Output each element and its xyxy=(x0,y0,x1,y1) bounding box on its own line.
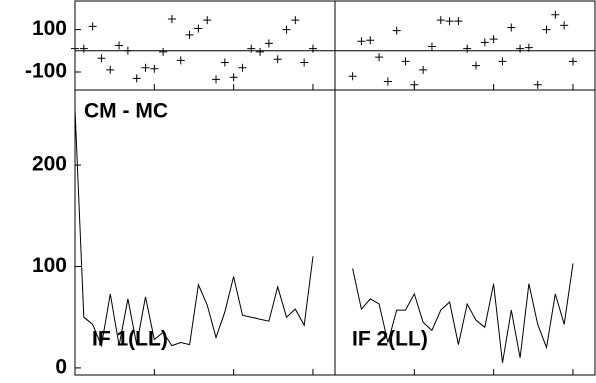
residual-point xyxy=(229,73,238,82)
data-line xyxy=(74,109,314,348)
panel-label: IF 1(LL) xyxy=(92,328,168,351)
residual-point xyxy=(410,80,419,89)
y-tick-label: 200 xyxy=(32,153,67,176)
residual-point xyxy=(392,26,401,35)
residual-point xyxy=(264,39,273,48)
residual-point xyxy=(238,63,247,72)
residual-point xyxy=(480,38,489,47)
residual-point xyxy=(542,25,551,34)
residual-point xyxy=(533,80,542,89)
residual-point xyxy=(247,44,256,53)
residual-point xyxy=(375,53,384,62)
residual-point xyxy=(366,36,375,45)
residual-point xyxy=(357,37,366,46)
y-tick-label: 0 xyxy=(55,355,67,378)
residual-point xyxy=(560,21,569,30)
residual-point xyxy=(516,44,525,53)
residual-point xyxy=(282,25,291,34)
residual-point xyxy=(176,56,185,65)
residual-point xyxy=(212,75,221,84)
residual-point xyxy=(141,63,150,72)
residual-point xyxy=(454,17,463,26)
residual-point xyxy=(88,22,97,31)
residual-point xyxy=(291,16,300,25)
residual-point xyxy=(220,58,229,67)
residual-point xyxy=(383,77,392,86)
residual-point xyxy=(308,44,317,53)
data-line xyxy=(352,263,574,363)
residual-point xyxy=(256,47,265,56)
residual-point xyxy=(159,47,168,56)
panel-label: IF 2(LL) xyxy=(352,328,428,351)
residual-point xyxy=(348,72,357,81)
residual-point xyxy=(203,16,212,25)
annotation: CM - MC xyxy=(84,100,168,123)
residual-point xyxy=(194,24,203,33)
resid-tick-label: -100 xyxy=(25,60,67,83)
residual-point xyxy=(551,10,560,19)
residual-point xyxy=(273,55,282,64)
residual-point xyxy=(498,57,507,66)
residual-point xyxy=(150,64,159,73)
residual-point xyxy=(123,46,132,55)
residual-point xyxy=(185,30,194,39)
residual-point xyxy=(106,65,115,74)
residual-point xyxy=(300,58,309,67)
residual-point xyxy=(132,74,141,83)
residual-point xyxy=(524,43,533,52)
y-tick-label: 100 xyxy=(32,254,67,277)
residual-point xyxy=(472,61,481,70)
residual-point xyxy=(419,65,428,74)
residual-point xyxy=(71,44,79,53)
panel-frame xyxy=(334,89,596,376)
residual-point xyxy=(436,16,445,25)
residual-point xyxy=(489,35,498,44)
resid-tick-label: 100 xyxy=(32,17,67,40)
residual-point xyxy=(79,44,88,53)
residual-point xyxy=(507,23,516,32)
residual-point xyxy=(463,44,472,53)
residual-point xyxy=(97,54,106,63)
residual-point xyxy=(167,15,176,24)
residual-point xyxy=(427,42,436,51)
residual-point xyxy=(115,41,124,50)
residual-point xyxy=(401,57,410,66)
residual-point xyxy=(568,57,577,66)
residual-point xyxy=(445,17,454,26)
resid-frame xyxy=(74,0,336,91)
